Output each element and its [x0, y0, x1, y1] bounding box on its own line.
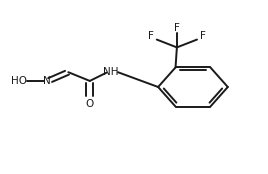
Text: F: F [200, 31, 206, 41]
Text: F: F [148, 31, 154, 41]
Text: O: O [86, 98, 94, 109]
Text: F: F [174, 23, 180, 33]
Text: HO: HO [11, 76, 27, 86]
Text: NH: NH [103, 67, 119, 77]
Text: N: N [43, 76, 51, 86]
